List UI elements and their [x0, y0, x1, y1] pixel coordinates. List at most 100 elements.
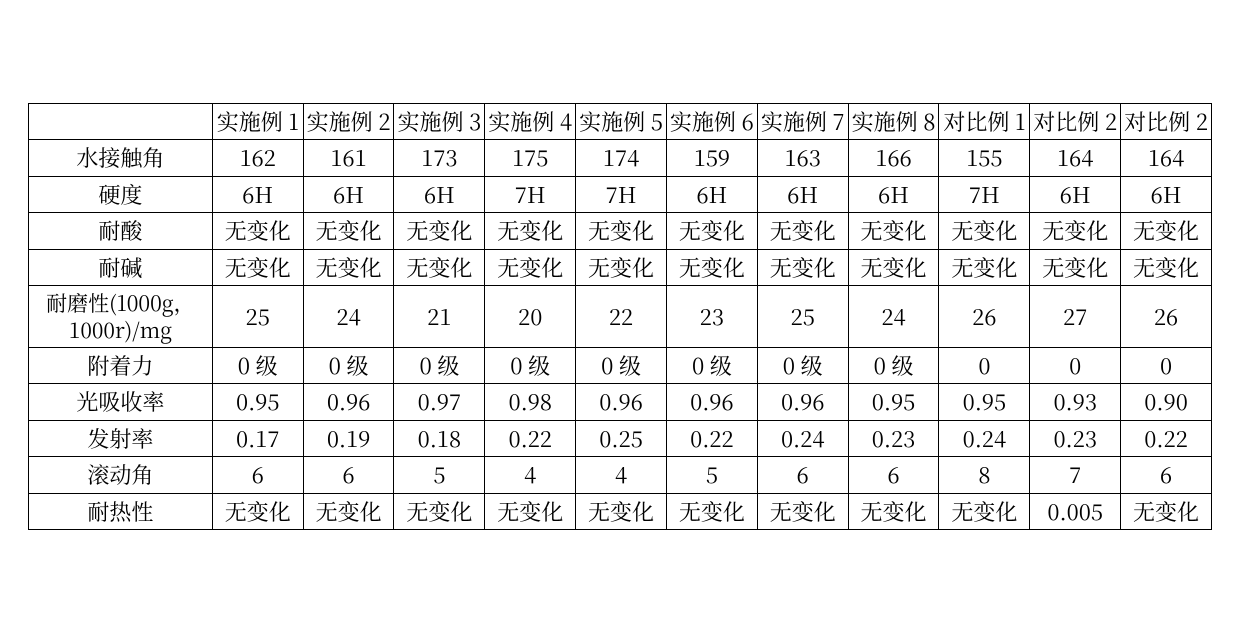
cell: 无变化	[1121, 249, 1212, 286]
row-label: 光吸收率	[29, 384, 213, 421]
cell: 0	[939, 347, 1030, 384]
cell: 174	[576, 140, 667, 177]
cell: 155	[939, 140, 1030, 177]
row-label: 发射率	[29, 420, 213, 457]
table-row: 滚动角 6 6 5 4 4 5 6 6 8 7 6	[29, 457, 1212, 494]
cell: 0.19	[303, 420, 394, 457]
cell: 24	[303, 286, 394, 348]
cell: 166	[848, 140, 939, 177]
cell: 0	[1030, 347, 1121, 384]
cell: 6H	[1030, 176, 1121, 213]
table-row: 耐磨性(1000g，1000r)/mg 25 24 21 20 22 23 25…	[29, 286, 1212, 348]
cell: 0 级	[303, 347, 394, 384]
cell: 0.18	[394, 420, 485, 457]
col-header: 实施例 7	[757, 103, 848, 140]
cell: 6	[848, 457, 939, 494]
cell: 162	[212, 140, 303, 177]
col-header: 实施例 6	[666, 103, 757, 140]
cell: 4	[485, 457, 576, 494]
cell: 无变化	[848, 213, 939, 250]
cell: 无变化	[485, 493, 576, 530]
cell: 5	[666, 457, 757, 494]
cell: 175	[485, 140, 576, 177]
table-body: 水接触角 162 161 173 175 174 159 163 166 155…	[29, 140, 1212, 530]
cell: 0.96	[757, 384, 848, 421]
cell: 0.005	[1030, 493, 1121, 530]
cell: 6	[1121, 457, 1212, 494]
row-label: 水接触角	[29, 140, 213, 177]
col-header: 实施例 1	[212, 103, 303, 140]
row-label: 耐酸	[29, 213, 213, 250]
cell: 26	[939, 286, 1030, 348]
cell: 无变化	[303, 213, 394, 250]
cell: 无变化	[1121, 493, 1212, 530]
cell: 0 级	[485, 347, 576, 384]
cell: 0.24	[939, 420, 1030, 457]
cell: 0.96	[666, 384, 757, 421]
cell: 无变化	[212, 213, 303, 250]
data-table: 实施例 1 实施例 2 实施例 3 实施例 4 实施例 5 实施例 6 实施例 …	[28, 103, 1212, 531]
cell: 0 级	[848, 347, 939, 384]
col-header: 对比例 2	[1030, 103, 1121, 140]
cell: 0 级	[666, 347, 757, 384]
col-header	[29, 103, 213, 140]
cell: 无变化	[576, 493, 667, 530]
cell: 173	[394, 140, 485, 177]
col-header: 实施例 5	[576, 103, 667, 140]
cell: 无变化	[939, 493, 1030, 530]
cell: 0.95	[212, 384, 303, 421]
cell: 0.95	[939, 384, 1030, 421]
row-label: 硬度	[29, 176, 213, 213]
cell: 24	[848, 286, 939, 348]
col-header: 对比例 2	[1121, 103, 1212, 140]
row-label: 附着力	[29, 347, 213, 384]
cell: 25	[212, 286, 303, 348]
col-header: 实施例 3	[394, 103, 485, 140]
cell: 6	[212, 457, 303, 494]
col-header: 实施例 2	[303, 103, 394, 140]
cell: 无变化	[757, 213, 848, 250]
cell: 0.96	[576, 384, 667, 421]
cell: 25	[757, 286, 848, 348]
table-row: 耐碱 无变化 无变化 无变化 无变化 无变化 无变化 无变化 无变化 无变化 无…	[29, 249, 1212, 286]
cell: 无变化	[212, 249, 303, 286]
cell: 21	[394, 286, 485, 348]
cell: 无变化	[485, 213, 576, 250]
cell: 7H	[485, 176, 576, 213]
cell: 无变化	[576, 249, 667, 286]
cell: 6H	[303, 176, 394, 213]
cell: 164	[1030, 140, 1121, 177]
table-row: 附着力 0 级 0 级 0 级 0 级 0 级 0 级 0 级 0 级 0 0 …	[29, 347, 1212, 384]
col-header: 实施例 8	[848, 103, 939, 140]
cell: 161	[303, 140, 394, 177]
cell: 无变化	[303, 249, 394, 286]
cell: 26	[1121, 286, 1212, 348]
cell: 0 级	[576, 347, 667, 384]
cell: 无变化	[666, 493, 757, 530]
cell: 0.17	[212, 420, 303, 457]
cell: 22	[576, 286, 667, 348]
cell: 6	[303, 457, 394, 494]
cell: 6H	[394, 176, 485, 213]
table-row: 发射率 0.17 0.19 0.18 0.22 0.25 0.22 0.24 0…	[29, 420, 1212, 457]
cell: 0.23	[848, 420, 939, 457]
table-header-row: 实施例 1 实施例 2 实施例 3 实施例 4 实施例 5 实施例 6 实施例 …	[29, 103, 1212, 140]
cell: 6H	[757, 176, 848, 213]
cell: 0.95	[848, 384, 939, 421]
cell: 0.97	[394, 384, 485, 421]
cell: 7	[1030, 457, 1121, 494]
cell: 无变化	[576, 213, 667, 250]
cell: 6H	[666, 176, 757, 213]
cell: 0 级	[212, 347, 303, 384]
cell: 6H	[1121, 176, 1212, 213]
cell: 4	[576, 457, 667, 494]
cell: 无变化	[394, 493, 485, 530]
cell: 0.96	[303, 384, 394, 421]
cell: 0	[1121, 347, 1212, 384]
row-label: 耐磨性(1000g，1000r)/mg	[29, 286, 213, 348]
table-row: 硬度 6H 6H 6H 7H 7H 6H 6H 6H 7H 6H 6H	[29, 176, 1212, 213]
cell: 0.90	[1121, 384, 1212, 421]
cell: 0.24	[757, 420, 848, 457]
cell: 7H	[576, 176, 667, 213]
cell: 无变化	[757, 249, 848, 286]
